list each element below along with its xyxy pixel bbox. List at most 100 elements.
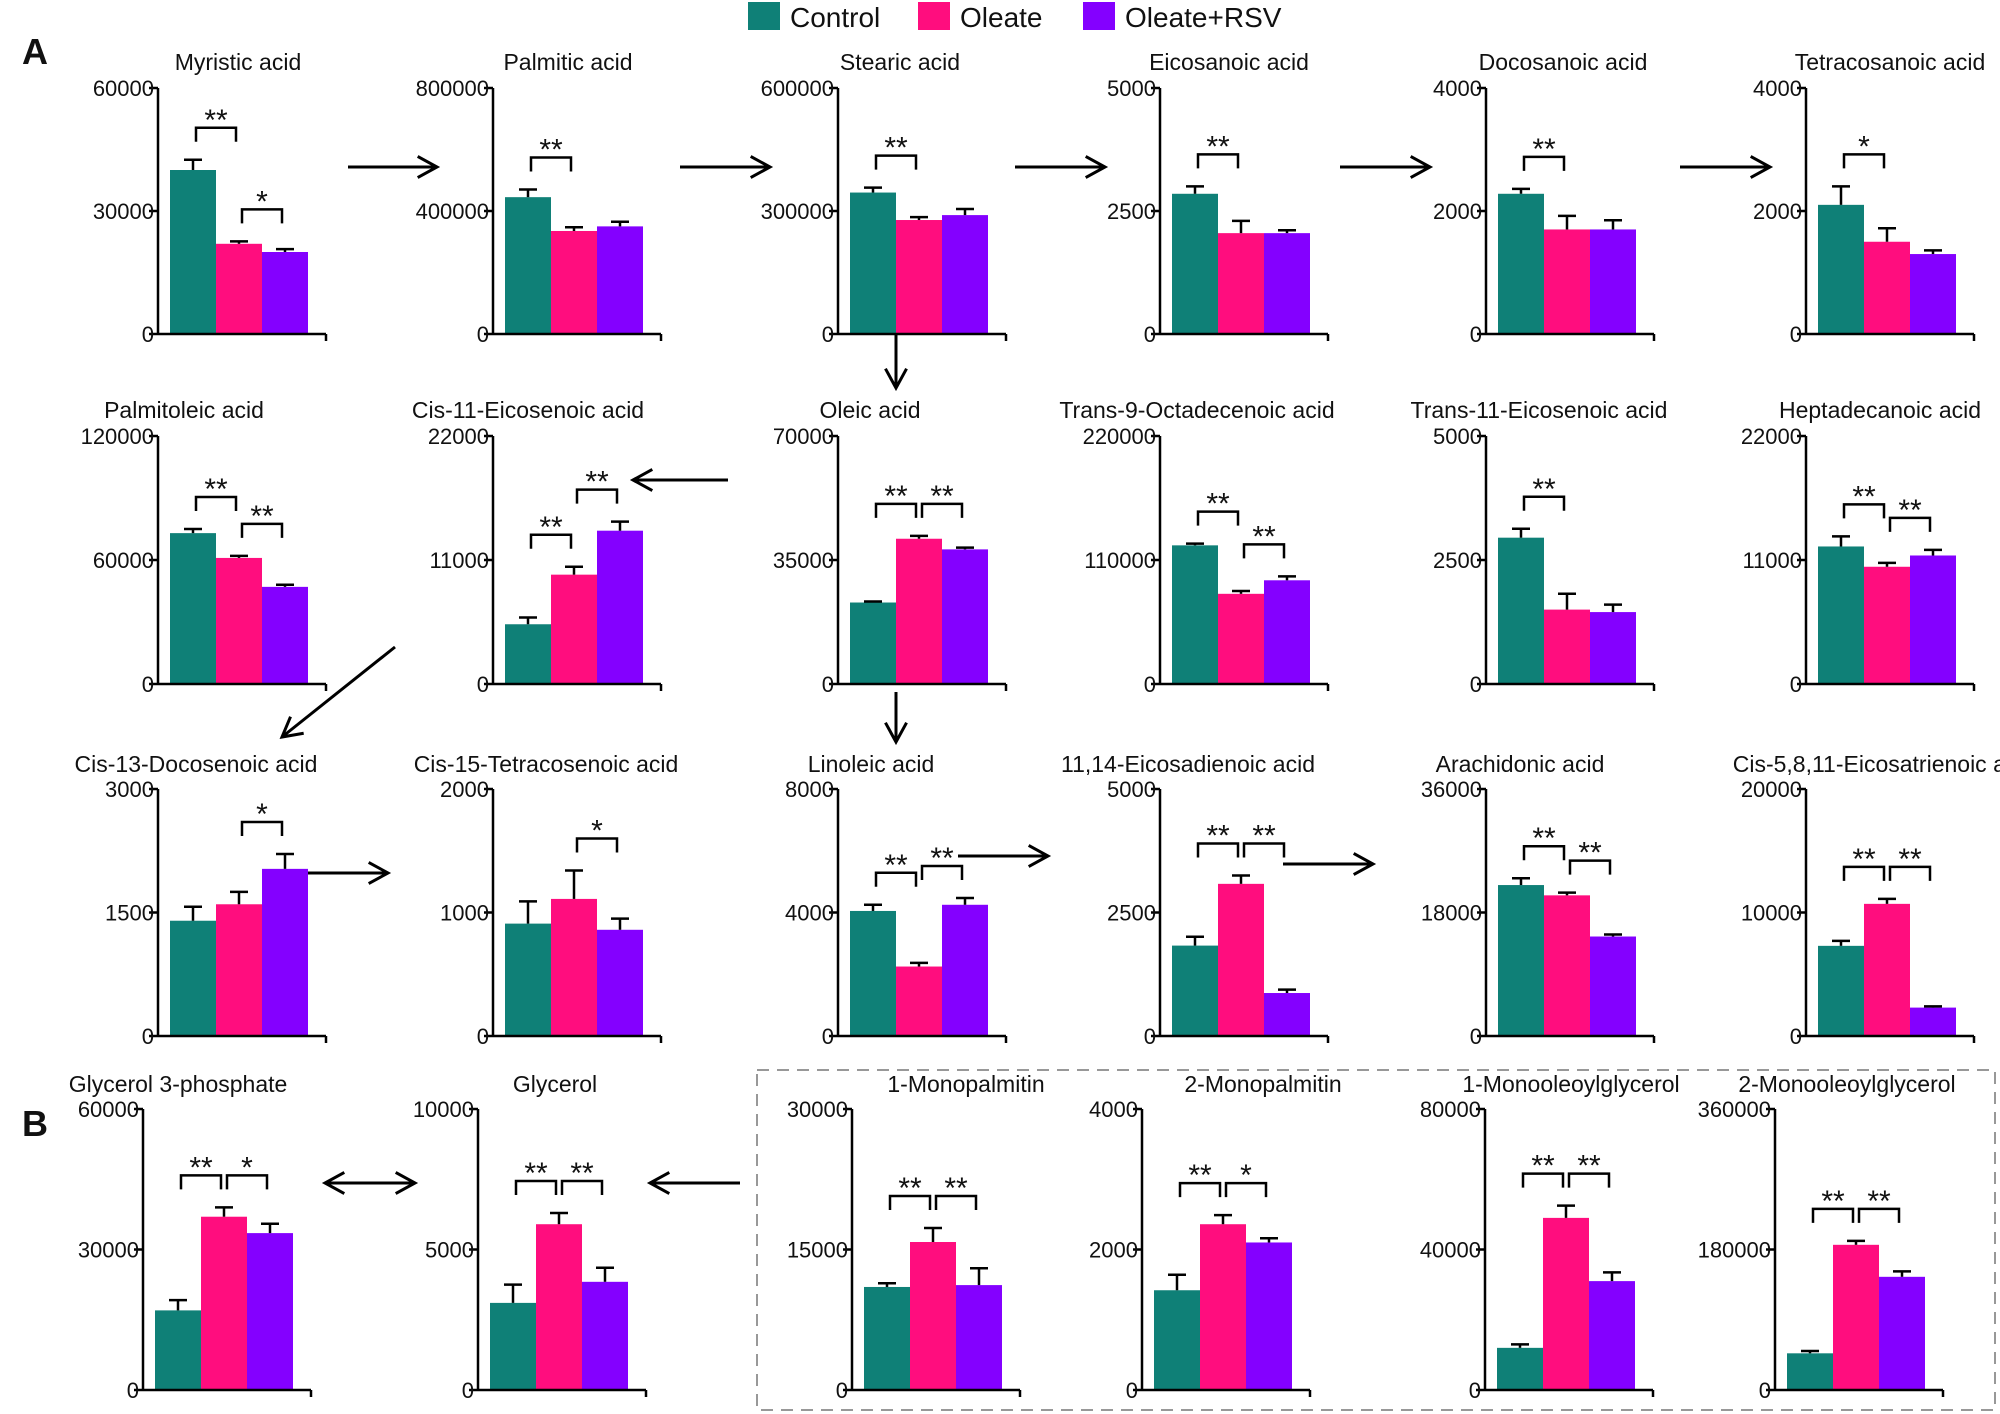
bar-control — [1172, 945, 1218, 1036]
bar-control — [1172, 193, 1218, 334]
pathway-arrows — [279, 155, 1774, 1195]
y-tick-label: 0 — [1470, 322, 1482, 347]
bracket-line — [1196, 842, 1240, 858]
chart-title: Arachidonic acid — [1436, 751, 1605, 777]
panel-label-b: B — [22, 1103, 48, 1144]
bar-oleate — [1544, 229, 1590, 334]
bar-control — [1818, 546, 1864, 684]
y-tick-label: 2000 — [1433, 199, 1482, 224]
significance-mark: ** — [1898, 494, 1922, 527]
significance-bracket: ** — [179, 1151, 223, 1190]
bar-oleate-rsv — [1590, 229, 1636, 334]
y-tick-label: 0 — [1126, 1378, 1138, 1403]
bracket-line — [529, 156, 573, 172]
significance-bracket: ** — [240, 500, 284, 538]
bracket-line — [1842, 153, 1886, 169]
significance-mark: ** — [1821, 1185, 1845, 1218]
chart-title: Glycerol — [513, 1071, 597, 1097]
bar-oleate — [216, 557, 262, 684]
y-tick-label: 10000 — [413, 1097, 474, 1122]
chart-1-monooleoylglycerol: 1-Monooleoylglycerol 0 40000 80000 ** ** — [1420, 1071, 1680, 1403]
significance-bracket: * — [575, 815, 619, 853]
significance-bracket: ** — [194, 473, 238, 511]
legend-label: Oleate — [960, 2, 1043, 33]
bracket-line — [179, 1174, 223, 1190]
y-tick-label: 11000 — [1742, 548, 1802, 573]
y-tick-label: 400000 — [416, 199, 489, 224]
y-tick-label: 22000 — [428, 424, 489, 449]
y-tick-label: 0 — [1469, 1378, 1481, 1403]
bar-control — [1818, 945, 1864, 1036]
bar-oleate-rsv — [262, 586, 308, 684]
significance-mark: * — [591, 815, 603, 848]
chart-title: Glycerol 3-phosphate — [69, 1071, 288, 1097]
bar-oleate — [1864, 566, 1910, 684]
bar-control — [1497, 1347, 1543, 1390]
bar-oleate-rsv — [247, 1233, 293, 1390]
bracket-line — [1842, 503, 1886, 519]
chart-cis-13-docosenoic-acid: Cis-13-Docosenoic acid 0 1500 3000 * — [75, 751, 328, 1049]
significance-mark: ** — [1252, 520, 1276, 553]
significance-bracket: * — [1224, 1159, 1268, 1198]
y-tick-label: 1500 — [105, 901, 154, 926]
legend-swatch — [918, 2, 950, 30]
chart-eicosanoic-acid: Eicosanoic acid 0 2500 5000 ** — [1107, 49, 1330, 347]
y-tick-label: 80000 — [1420, 1097, 1481, 1122]
bar-oleate — [1544, 895, 1590, 1036]
y-tick-label: 4000 — [1089, 1097, 1138, 1122]
significance-mark: * — [1240, 1159, 1252, 1192]
bar-control — [1154, 1290, 1200, 1390]
bar-oleate-rsv — [1264, 233, 1310, 334]
chart-title: Oleic acid — [820, 397, 921, 423]
bracket-line — [1196, 153, 1240, 169]
significance-mark: * — [241, 1151, 253, 1184]
bar-oleate — [216, 904, 262, 1036]
y-tick-label: 0 — [822, 672, 834, 697]
y-tick-label: 10000 — [1741, 901, 1802, 926]
significance-bracket: ** — [1196, 819, 1240, 858]
significance-mark: ** — [930, 480, 954, 513]
significance-mark: ** — [944, 1172, 968, 1205]
significance-bracket: ** — [1567, 1150, 1611, 1188]
bar-control — [1787, 1353, 1833, 1390]
y-tick-label: 60000 — [93, 76, 154, 101]
bar-oleate — [1864, 903, 1910, 1036]
significance-bracket: ** — [1242, 819, 1286, 858]
significance-bracket: ** — [888, 1172, 932, 1210]
significance-bracket: ** — [1522, 822, 1566, 861]
bar-control — [170, 920, 216, 1036]
bar-oleate-rsv — [942, 215, 988, 334]
bar-control — [850, 602, 896, 684]
significance-mark: ** — [898, 1172, 922, 1205]
bar-oleate-rsv — [1910, 254, 1956, 334]
significance-bracket: ** — [1178, 1159, 1222, 1198]
bar-oleate — [896, 966, 942, 1036]
y-tick-label: 2000 — [1089, 1238, 1138, 1263]
bracket-line — [1522, 495, 1566, 511]
bar-control — [170, 170, 216, 334]
legend-swatch — [1083, 2, 1115, 30]
y-tick-label: 60000 — [93, 548, 154, 573]
y-tick-label: 0 — [1790, 322, 1802, 347]
bar-control — [850, 192, 896, 334]
bracket-line — [194, 495, 238, 511]
y-tick-label: 18000 — [1421, 901, 1482, 926]
bar-control — [505, 923, 551, 1036]
chart-trans-9-octadecenoic-acid: Trans-9-Octadecenoic acid 0 110000 220000 **… — [1059, 397, 1334, 697]
significance-mark: ** — [1188, 1159, 1212, 1192]
y-tick-label: 0 — [1470, 672, 1482, 697]
significance-mark: ** — [524, 1157, 548, 1190]
significance-mark: ** — [1206, 488, 1230, 521]
y-tick-label: 20000 — [1741, 777, 1802, 802]
chart-title: 1-Monopalmitin — [887, 1071, 1044, 1097]
bracket-line — [1522, 155, 1566, 171]
y-tick-label: 2500 — [1107, 199, 1156, 224]
bracket-line — [240, 522, 284, 538]
bar-oleate — [896, 538, 942, 684]
bar-oleate-rsv — [1910, 555, 1956, 684]
y-tick-label: 0 — [1144, 672, 1156, 697]
bracket-line — [529, 533, 573, 549]
bar-control — [1172, 545, 1218, 684]
arrow-icon — [300, 861, 392, 885]
y-tick-label: 60000 — [78, 1097, 139, 1122]
